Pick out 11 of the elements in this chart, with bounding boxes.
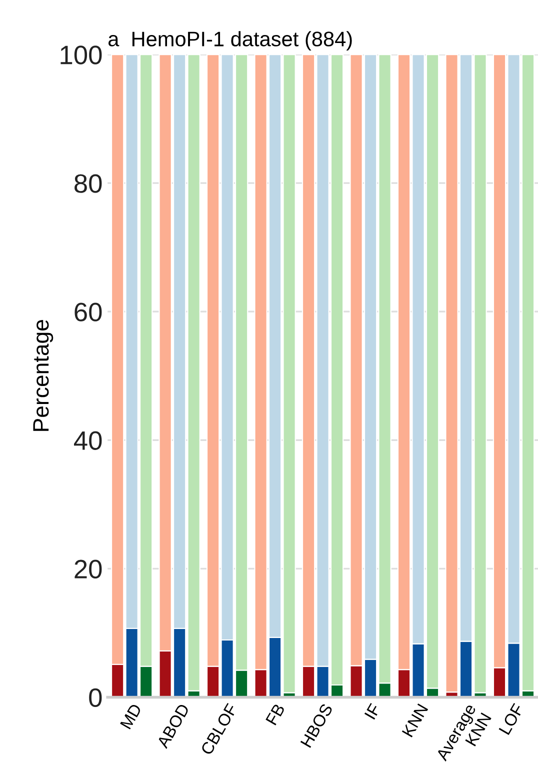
y-axis-title: Percentage [33, 320, 54, 431]
y-tick-label: 20 [74, 560, 102, 578]
chart-title: a HemoPI-1 dataset (884) [108, 31, 352, 51]
x-tick-label: IF [364, 702, 381, 720]
y-tick-label: 60 [74, 302, 102, 322]
y-tick-label: 80 [74, 174, 102, 193]
x-tick-label: FB [266, 703, 286, 726]
y-tick-label: 40 [74, 431, 102, 450]
y-tick-label: 0 [89, 688, 102, 708]
y-tick-label: 100 [60, 46, 102, 64]
x-tick-label: MD [120, 703, 142, 730]
